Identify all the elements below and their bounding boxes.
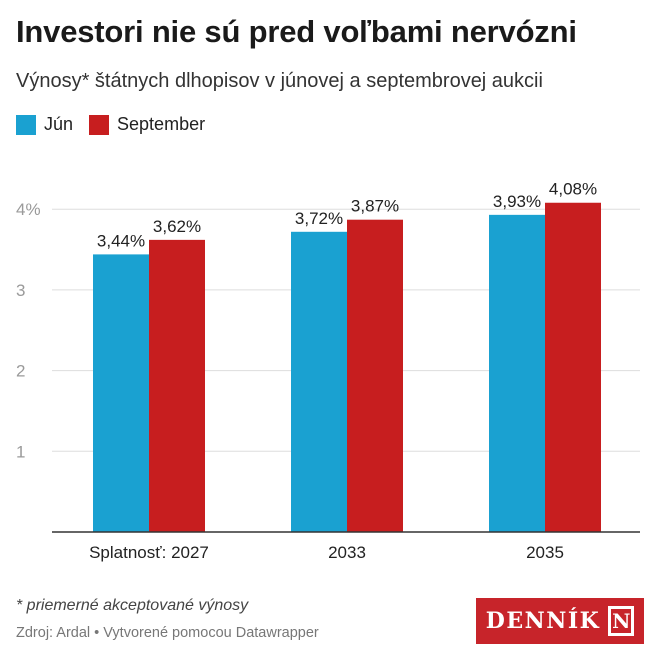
bar [93,254,149,532]
chart-subtitle: Výnosy* štátnych dlhopisov v júnovej a s… [16,70,543,92]
data-label: 3,44% [97,231,145,250]
logo-mark-letter: N [612,609,631,633]
logo-mark: N [608,606,635,636]
legend-item-september: September [89,114,205,135]
legend-label-jun: Jún [44,114,74,134]
footnote: * priemerné akceptované výnosy [16,597,249,614]
y-tick-label: 2 [16,362,25,381]
x-tick-label: 2035 [526,543,564,562]
bar [149,239,205,532]
bar [489,214,545,532]
data-label: 3,93% [493,192,541,211]
data-label: 3,72% [295,209,343,228]
legend-swatch-jun [16,114,36,135]
x-tick-label: 2033 [328,543,366,562]
data-label: 4,08% [549,180,597,199]
y-tick-label: 4% [16,200,41,219]
dennik-n-logo: DENNÍK N [476,598,644,644]
logo-text: DENNÍK [485,608,601,634]
data-label: 3,87% [351,197,399,216]
bar-chart: 1 2 3 4% 3,44% 3,62% Splatnosť: 2027 3,72% 3,87%… [16,180,640,562]
bar [291,231,347,532]
data-label: 3,62% [153,217,201,236]
bar [545,202,601,532]
legend-swatch-september [89,114,110,135]
legend-item-jun: Jún [16,114,73,135]
y-tick-label: 3 [16,281,25,300]
bar [347,219,403,533]
legend: Jún September [16,114,221,135]
y-tick-label: 1 [16,442,25,461]
chart-title: Investori nie sú pred voľbami nervózni [16,14,577,49]
x-tick-label: Splatnosť: 2027 [89,543,209,562]
legend-label-september: September [117,114,206,134]
source-line: Zdroj: Ardal • Vytvorené pomocou Datawra… [16,625,319,641]
